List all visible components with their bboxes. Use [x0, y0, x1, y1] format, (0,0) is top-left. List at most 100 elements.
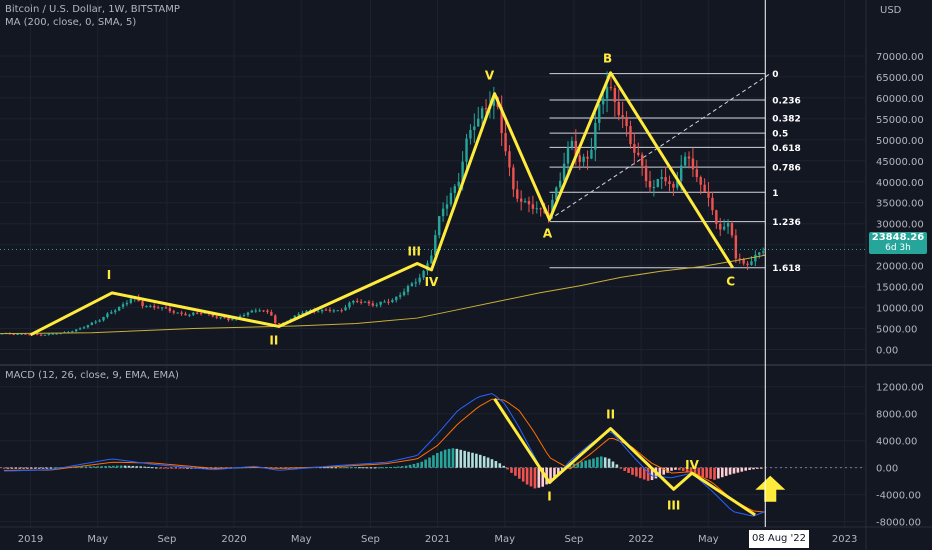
- histogram-bar: [88, 466, 92, 468]
- candle-body: [574, 140, 578, 156]
- candle-body: [676, 180, 679, 188]
- candle-body: [637, 152, 640, 155]
- candle-body: [742, 259, 745, 264]
- candle-body: [562, 163, 566, 181]
- candle-body: [297, 314, 300, 316]
- fib-level-label: 0.5: [772, 130, 788, 140]
- candle-body: [633, 144, 636, 153]
- histogram-bar: [732, 467, 736, 474]
- histogram-bar: [143, 466, 146, 468]
- candle-body: [51, 333, 54, 335]
- histogram-bar: [178, 467, 182, 469]
- histogram-bar: [689, 467, 693, 475]
- histogram-bar: [408, 464, 412, 468]
- histogram-bar: [26, 467, 29, 469]
- candle-body: [78, 328, 82, 330]
- histogram-bar: [41, 467, 45, 469]
- candle-body: [594, 122, 597, 150]
- histogram-bar: [475, 453, 478, 468]
- macd-line: [4, 393, 766, 517]
- candle-body: [375, 304, 378, 306]
- histogram-bar: [151, 467, 154, 469]
- candle-body: [344, 307, 347, 311]
- histogram-bar: [666, 467, 669, 473]
- histogram-bar: [154, 467, 158, 469]
- candle-body: [691, 158, 695, 170]
- candle-body: [395, 296, 398, 301]
- histogram-bar: [182, 467, 185, 469]
- histogram-bar: [463, 450, 466, 468]
- candle-body: [188, 314, 191, 316]
- candle-body: [356, 300, 359, 302]
- histogram-bar: [354, 467, 357, 469]
- histogram-bar: [596, 457, 599, 468]
- candle-body: [180, 312, 183, 314]
- candle-body: [359, 301, 363, 303]
- candle-body: [129, 298, 133, 303]
- macd-axis-label: 8000.00: [876, 410, 917, 421]
- wave-label: III: [408, 245, 421, 259]
- price-axis-label: 0.00: [876, 346, 898, 357]
- candle-body: [555, 187, 558, 200]
- histogram-bar: [623, 467, 626, 471]
- histogram-bar: [541, 467, 545, 487]
- candle-body: [457, 181, 460, 187]
- candle-body: [254, 310, 257, 312]
- candle-body: [648, 181, 652, 188]
- histogram-bar: [701, 467, 705, 478]
- histogram-bar: [736, 467, 740, 473]
- candle-body: [141, 301, 144, 307]
- histogram-bar: [662, 467, 666, 475]
- candle-body: [680, 165, 683, 181]
- candle-body: [726, 223, 730, 227]
- histogram-bar: [760, 467, 763, 469]
- macd-wave-label: III: [667, 498, 680, 512]
- candle-body: [387, 301, 390, 303]
- histogram-bar: [432, 455, 435, 468]
- candle-body: [160, 307, 164, 309]
- histogram-bar: [14, 467, 18, 469]
- histogram-bar: [416, 462, 420, 468]
- time-axis-label: May: [698, 534, 719, 545]
- candle-body: [738, 258, 741, 260]
- histogram-bar: [553, 467, 556, 479]
- candle-body: [340, 310, 343, 312]
- price-axis-label: 20000.00: [876, 262, 924, 273]
- price-axis-label: 50000.00: [876, 136, 924, 147]
- symbol-legend[interactable]: Bitcoin / U.S. Dollar, 1W, BITSTAMP: [5, 4, 180, 15]
- histogram-bar: [705, 467, 708, 478]
- candle-body: [90, 322, 94, 326]
- histogram-bar: [498, 463, 502, 468]
- histogram-bar: [615, 464, 619, 468]
- candle-body: [12, 333, 15, 335]
- histogram-bar: [627, 467, 630, 473]
- histogram-bar: [123, 465, 127, 468]
- histogram-bar: [744, 467, 747, 471]
- candle-body: [211, 313, 215, 317]
- price-axis-label: 40000.00: [876, 178, 924, 189]
- histogram-bar: [119, 465, 123, 468]
- candle-body: [570, 140, 574, 147]
- candle-body: [352, 300, 355, 303]
- candle-body: [47, 333, 51, 335]
- histogram-bar: [424, 459, 427, 468]
- histogram-bar: [346, 467, 349, 469]
- histogram-bar: [22, 467, 25, 469]
- ma-legend[interactable]: MA (200, close, 0, SMA, 5): [5, 17, 137, 28]
- histogram-bar: [619, 467, 623, 469]
- candle-body: [184, 313, 187, 316]
- candle-body: [43, 334, 47, 336]
- candle-body: [74, 329, 78, 332]
- wave-label: IV: [425, 275, 439, 289]
- candle-body: [699, 177, 702, 185]
- histogram-bar: [135, 466, 139, 468]
- macd-legend[interactable]: MACD (12, 26, close, 9, EMA, EMA): [5, 370, 179, 381]
- histogram-bar: [76, 466, 80, 468]
- histogram-bar: [584, 460, 587, 468]
- histogram-bar: [459, 449, 463, 468]
- candle-body: [492, 97, 496, 106]
- histogram-bar: [635, 467, 638, 477]
- histogram-bar: [592, 458, 595, 468]
- candle-body: [39, 334, 43, 336]
- price-axis-label: 30000.00: [876, 220, 924, 231]
